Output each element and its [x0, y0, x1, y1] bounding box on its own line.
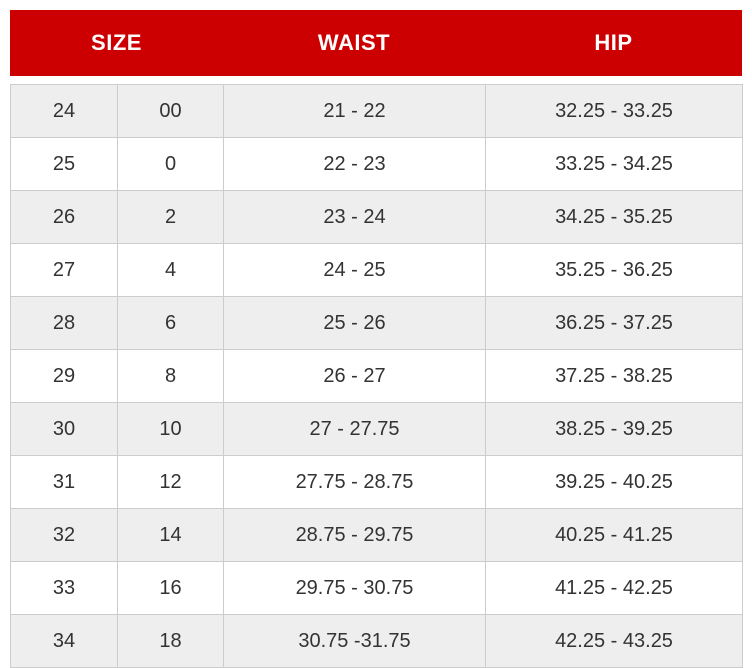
waist-cell: 27.75 - 28.75	[223, 455, 486, 509]
waist-cell: 24 - 25	[223, 243, 486, 297]
hip-cell: 39.25 - 40.25	[485, 455, 743, 509]
size-number-cell: 32	[10, 508, 118, 562]
size-number-cell: 33	[10, 561, 118, 615]
size-us-cell: 00	[117, 84, 224, 138]
hip-cell: 40.25 - 41.25	[485, 508, 743, 562]
waist-cell: 26 - 27	[223, 349, 486, 403]
size-number-cell: 27	[10, 243, 118, 297]
hip-cell: 32.25 - 33.25	[485, 84, 743, 138]
header-size: SIZE	[91, 30, 142, 55]
waist-cell: 30.75 -31.75	[223, 614, 486, 668]
table-row: 32 14 28.75 - 29.75 40.25 - 41.25	[10, 508, 743, 562]
header-hip: HIP	[594, 30, 633, 55]
table-row: 29 8 26 - 27 37.25 - 38.25	[10, 349, 743, 403]
size-number-cell: 31	[10, 455, 118, 509]
size-us-cell: 14	[117, 508, 224, 562]
table-rows: 24 00 21 - 22 32.25 - 33.25 25 0 22 - 23…	[10, 84, 743, 668]
size-chart-table: SIZE WAIST HIP 24 00 21 - 22 32.25 - 33.…	[10, 10, 743, 668]
waist-cell: 28.75 - 29.75	[223, 508, 486, 562]
table-row: 34 18 30.75 -31.75 42.25 - 43.25	[10, 614, 743, 668]
hip-cell: 42.25 - 43.25	[485, 614, 743, 668]
hip-cell: 37.25 - 38.25	[485, 349, 743, 403]
hip-cell: 38.25 - 39.25	[485, 402, 743, 456]
size-table-body: 24 00 21 - 22 32.25 - 33.25 25 0 22 - 23…	[10, 84, 743, 668]
hip-cell: 36.25 - 37.25	[485, 296, 743, 350]
table-row: 27 4 24 - 25 35.25 - 36.25	[10, 243, 743, 297]
size-number-cell: 30	[10, 402, 118, 456]
size-us-cell: 6	[117, 296, 224, 350]
size-us-cell: 10	[117, 402, 224, 456]
size-number-cell: 34	[10, 614, 118, 668]
size-us-cell: 8	[117, 349, 224, 403]
size-us-cell: 18	[117, 614, 224, 668]
table-row: 33 16 29.75 - 30.75 41.25 - 42.25	[10, 561, 743, 615]
size-number-cell: 25	[10, 137, 118, 191]
size-number-cell: 24	[10, 84, 118, 138]
waist-cell: 22 - 23	[223, 137, 486, 191]
hip-cell: 33.25 - 34.25	[485, 137, 743, 191]
size-number-cell: 28	[10, 296, 118, 350]
size-number-cell: 29	[10, 349, 118, 403]
size-us-cell: 4	[117, 243, 224, 297]
size-number-cell: 26	[10, 190, 118, 244]
waist-cell: 23 - 24	[223, 190, 486, 244]
table-row: 30 10 27 - 27.75 38.25 - 39.25	[10, 402, 743, 456]
hip-cell: 35.25 - 36.25	[485, 243, 743, 297]
table-header-row: SIZE WAIST HIP	[10, 10, 742, 76]
table-row: 26 2 23 - 24 34.25 - 35.25	[10, 190, 743, 244]
table-row: 25 0 22 - 23 33.25 - 34.25	[10, 137, 743, 191]
waist-cell: 27 - 27.75	[223, 402, 486, 456]
size-us-cell: 12	[117, 455, 224, 509]
table-row: 31 12 27.75 - 28.75 39.25 - 40.25	[10, 455, 743, 509]
waist-cell: 21 - 22	[223, 84, 486, 138]
table-row: 28 6 25 - 26 36.25 - 37.25	[10, 296, 743, 350]
size-us-cell: 0	[117, 137, 224, 191]
hip-cell: 41.25 - 42.25	[485, 561, 743, 615]
table-row: 24 00 21 - 22 32.25 - 33.25	[10, 84, 743, 138]
size-us-cell: 2	[117, 190, 224, 244]
header-waist: WAIST	[317, 30, 391, 55]
size-us-cell: 16	[117, 561, 224, 615]
hip-cell: 34.25 - 35.25	[485, 190, 743, 244]
waist-cell: 29.75 - 30.75	[223, 561, 486, 615]
waist-cell: 25 - 26	[223, 296, 486, 350]
